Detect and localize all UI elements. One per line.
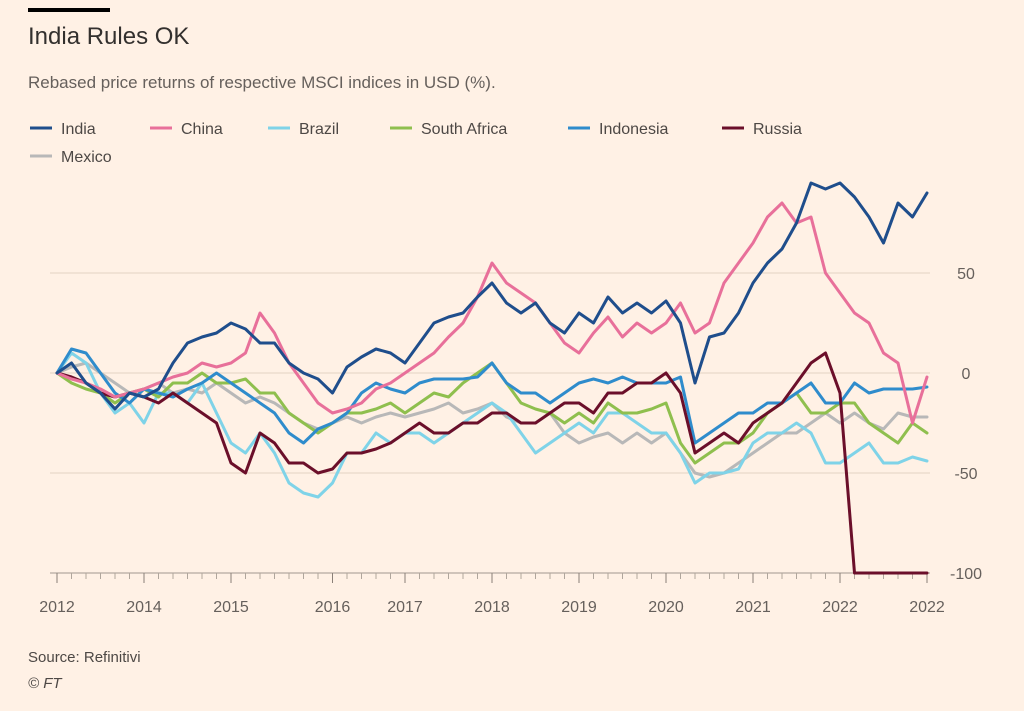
x-tick-label: 2015 — [213, 599, 249, 616]
y-tick-label: -50 — [954, 466, 977, 483]
chart-subtitle: Rebased price returns of respective MSCI… — [28, 73, 496, 92]
series-line — [55, 347, 929, 445]
legend-label: Brazil — [299, 121, 339, 138]
legend-label: South Africa — [421, 121, 507, 138]
y-tick-label: 50 — [957, 266, 975, 283]
series-line — [55, 351, 929, 499]
x-tick-label: 2018 — [474, 599, 510, 616]
x-tick-label: 2012 — [39, 599, 75, 616]
credit: © FT — [28, 675, 63, 692]
x-tick-label: 2019 — [561, 599, 597, 616]
y-tick-label: 0 — [962, 366, 971, 383]
series-line — [55, 351, 929, 575]
legend-label: Russia — [753, 121, 802, 138]
legend-label: Mexico — [61, 149, 112, 166]
x-tick-label: 2022 — [822, 599, 858, 616]
x-tick-label: 2020 — [648, 599, 684, 616]
legend-label: China — [181, 121, 223, 138]
series-line — [55, 361, 929, 479]
legend-label: Indonesia — [599, 121, 668, 138]
x-tick-label: 2017 — [387, 599, 423, 616]
chart-title: India Rules OK — [28, 23, 189, 50]
x-tick-label: 2021 — [735, 599, 771, 616]
x-tick-label: 2022 — [909, 599, 945, 616]
y-tick-label: -100 — [950, 566, 982, 583]
series-line — [55, 181, 929, 411]
series-line — [55, 201, 929, 425]
x-tick-label: 2016 — [315, 599, 351, 616]
x-tick-label: 2014 — [126, 599, 162, 616]
source: Source: Refinitivi — [28, 649, 141, 666]
brand-bar — [28, 8, 110, 12]
legend-label: India — [61, 121, 96, 138]
